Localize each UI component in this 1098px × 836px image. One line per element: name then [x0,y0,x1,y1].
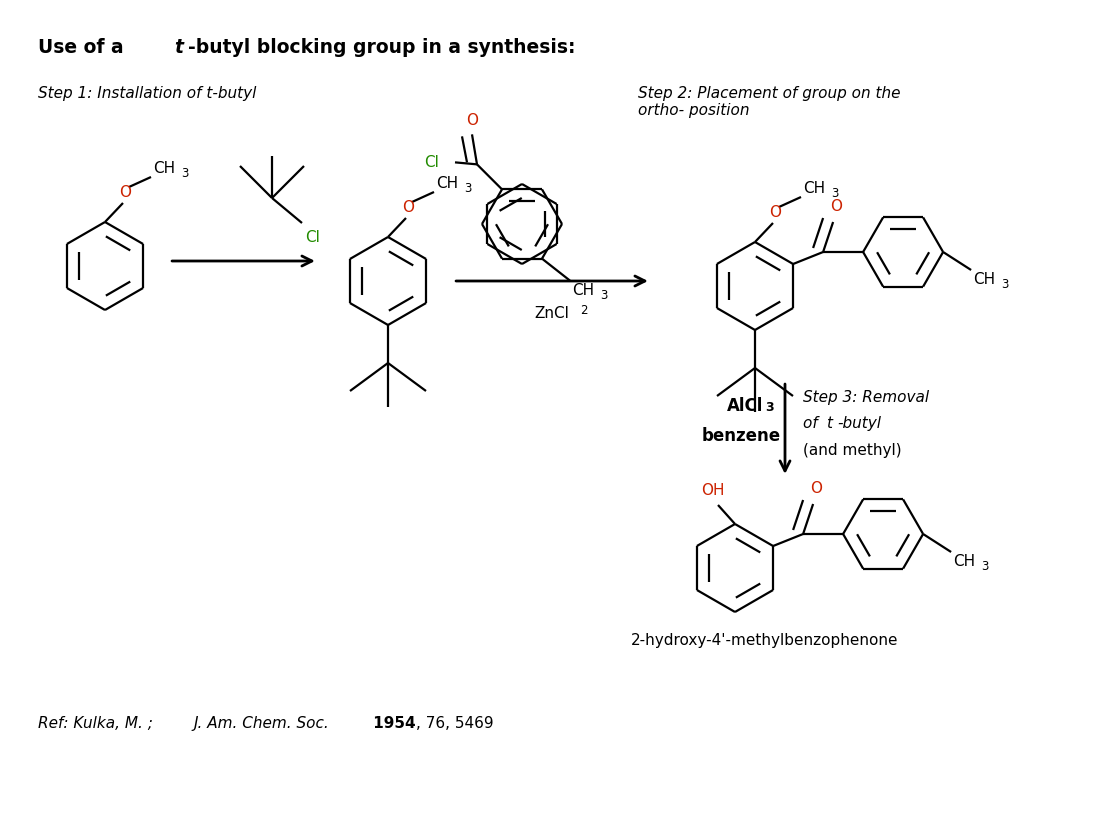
Text: Cl: Cl [424,155,439,170]
Text: -butyl: -butyl [837,416,881,431]
Text: -butyl blocking group in a synthesis:: -butyl blocking group in a synthesis: [188,38,575,57]
Text: O: O [810,482,822,497]
Text: O: O [402,201,414,216]
Text: 3: 3 [831,187,839,201]
Text: CH: CH [953,554,975,569]
Text: CH: CH [153,161,175,176]
Text: CH: CH [803,181,825,196]
Text: Step 1: Installation of t-butyl: Step 1: Installation of t-butyl [38,86,256,101]
Text: Ref: Kulka, M. ;: Ref: Kulka, M. ; [38,716,158,731]
Text: O: O [466,113,478,128]
Text: 2: 2 [581,303,589,317]
Text: 3: 3 [464,182,472,196]
Text: 2-hydroxy-4'-methylbenzophenone: 2-hydroxy-4'-methylbenzophenone [631,633,899,648]
Text: 3: 3 [1001,278,1009,292]
Text: CH: CH [436,176,458,191]
Text: O: O [119,186,131,201]
Text: Use of a: Use of a [38,38,131,57]
Text: 1954: 1954 [368,716,416,731]
Text: 3: 3 [601,289,608,302]
Text: Cl: Cl [305,230,320,245]
Text: , 76, 5469: , 76, 5469 [416,716,494,731]
Text: ZnCl: ZnCl [535,306,570,321]
Text: t: t [173,38,183,57]
Text: 3: 3 [982,560,989,573]
Text: O: O [830,200,842,215]
Text: OH: OH [702,483,725,498]
Text: J. Am. Chem. Soc.: J. Am. Chem. Soc. [193,716,328,731]
Text: (and methyl): (and methyl) [803,443,901,458]
Text: CH: CH [572,283,594,298]
Text: benzene: benzene [702,427,781,445]
Text: 3: 3 [181,167,189,181]
Text: t: t [826,416,832,431]
Text: AlCl: AlCl [727,397,763,415]
Text: of: of [803,416,822,431]
Text: Step 3: Removal: Step 3: Removal [803,390,929,405]
Text: Step 2: Placement of group on the
ortho- position: Step 2: Placement of group on the ortho-… [638,86,900,119]
Text: O: O [769,206,781,221]
Text: CH: CH [973,273,995,288]
Text: 3: 3 [765,401,774,414]
